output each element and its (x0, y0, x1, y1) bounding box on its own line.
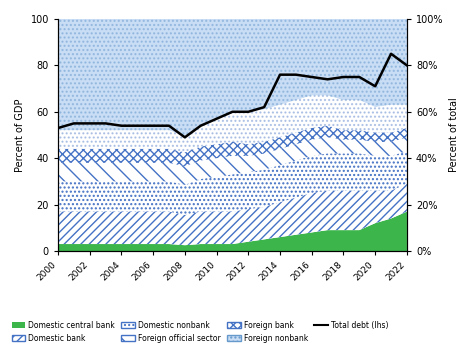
Y-axis label: Percent of total: Percent of total (449, 98, 459, 172)
Y-axis label: Percent of GDP: Percent of GDP (15, 98, 25, 172)
Legend: Domestic central bank, Domestic bank, Domestic nonbank, Foreign official sector,: Domestic central bank, Domestic bank, Do… (9, 318, 392, 346)
